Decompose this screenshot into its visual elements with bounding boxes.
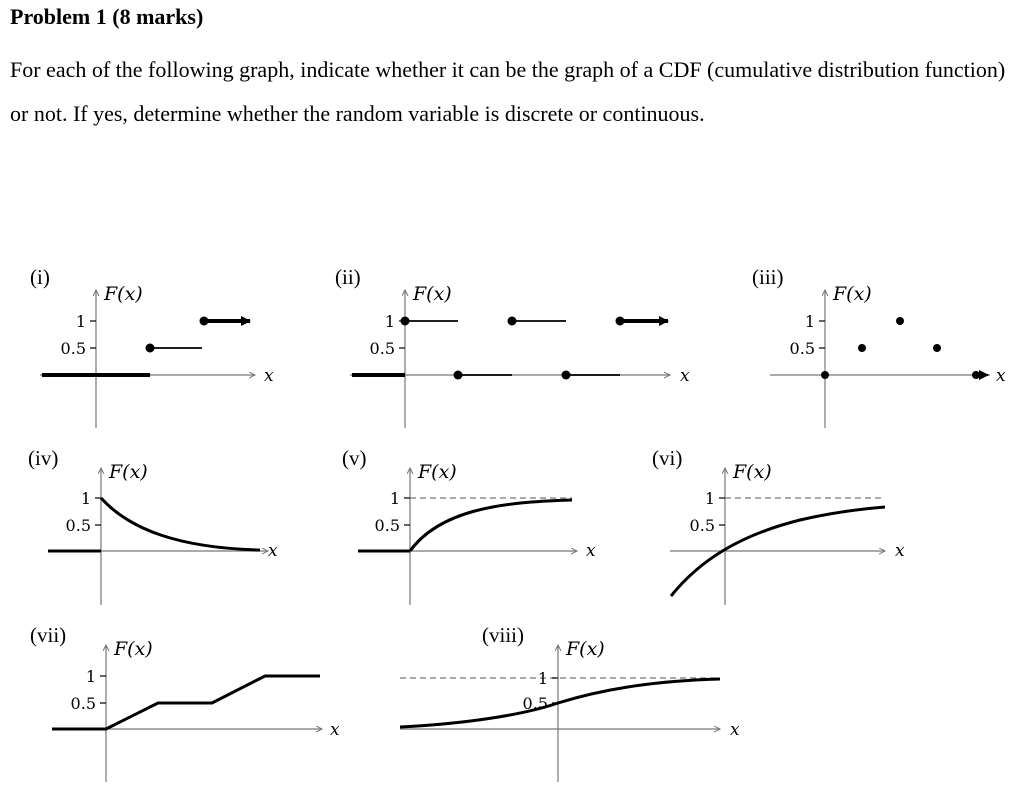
graph-viii-tick-1: 1	[538, 669, 548, 688]
graph-vi-label: (vi)	[652, 446, 682, 470]
graph-i-dot	[145, 343, 155, 353]
graph-vii: (vii) F(x) 1 0.5 x	[30, 623, 340, 782]
graph-iv-fx: F(x)	[108, 461, 148, 483]
graph-iii-x-label: x	[996, 366, 1006, 386]
graph-v-x-label: x	[586, 541, 596, 561]
graph-vii-label: (vii)	[30, 623, 66, 647]
graph-vi-tick-05: 0.5	[690, 516, 715, 535]
graph-iv: (iv) F(x) 1 0.5 x	[28, 446, 278, 605]
graph-viii: (viii) F(x) 1 0.5 x	[399, 623, 740, 782]
graph-i-x-label: x	[264, 366, 274, 386]
graph-i-fx: F(x)	[103, 283, 143, 305]
graph-iii: (iii) F(x) 1 0.5 x	[752, 265, 1006, 428]
graph-vii-tick-05: 0.5	[71, 694, 96, 713]
graph-v: (v) F(x) 1 0.5 x	[342, 446, 596, 605]
graph-i: (i) F(x) 1 0.5 x	[30, 265, 274, 428]
graph-iv-label: (iv)	[28, 446, 58, 470]
graph-iii-tick-05: 0.5	[790, 339, 815, 358]
problem-heading: Problem 1 (8 marks)	[10, 4, 204, 29]
graph-v-curve	[408, 498, 573, 552]
graph-ii-dot	[507, 316, 517, 326]
graph-i-tick-1: 1	[76, 312, 86, 331]
graph-iv-tick-05: 0.5	[66, 516, 91, 535]
graph-iv-tick-1: 1	[81, 489, 91, 508]
graph-ii-dot	[400, 316, 410, 326]
graph-i-tick-05: 0.5	[61, 339, 86, 358]
graph-vii-curve	[52, 674, 320, 731]
graph-iii-label: (iii)	[752, 265, 784, 289]
graph-ii-tick-05: 0.5	[370, 339, 395, 358]
graph-viii-curve	[399, 677, 721, 729]
graph-v-tick-05: 0.5	[375, 516, 400, 535]
graph-ii: (ii) F(x) 1 0.5 x	[335, 265, 690, 428]
graph-ii-fx: F(x)	[412, 283, 452, 305]
graph-vi-x-label: x	[895, 541, 905, 561]
graph-v-tick-1: 1	[390, 489, 400, 508]
graph-vii-tick-1: 1	[86, 667, 96, 686]
graph-ii-dot	[561, 370, 571, 380]
graph-ii-dot	[615, 316, 625, 326]
graph-vi: (vi) F(x) 1 0.5 x	[652, 446, 905, 605]
graph-ii-dot	[453, 370, 463, 380]
graph-iii-dot	[858, 344, 866, 352]
graph-iii-fx: F(x)	[832, 283, 872, 305]
graph-ii-x-label: x	[680, 366, 690, 386]
graph-vii-x-label: x	[330, 720, 340, 740]
graph-iv-x-label: x	[268, 541, 278, 561]
graph-v-fx: F(x)	[417, 461, 457, 483]
graph-ii-label: (ii)	[335, 265, 361, 289]
graph-iv-curve	[99, 496, 261, 552]
graph-i-label: (i)	[30, 265, 50, 289]
graph-iii-dot	[821, 371, 829, 379]
graph-v-label: (v)	[342, 446, 367, 470]
graph-vii-fx: F(x)	[113, 638, 153, 660]
graph-viii-x-label: x	[730, 720, 740, 740]
graph-viii-fx: F(x)	[565, 638, 605, 660]
graph-iii-dot	[933, 344, 941, 352]
graph-vi-tick-1: 1	[705, 489, 715, 508]
graph-ii-tick-1: 1	[385, 312, 395, 331]
graph-vi-curve	[669, 505, 886, 597]
graph-iii-dot	[896, 317, 904, 325]
graph-vi-fx: F(x)	[732, 461, 772, 483]
problem-text: For each of the following graph, indicat…	[10, 57, 1006, 126]
graph-iii-tick-1: 1	[805, 312, 815, 331]
graph-viii-label: (viii)	[482, 623, 524, 647]
graph-i-dot	[199, 316, 209, 326]
